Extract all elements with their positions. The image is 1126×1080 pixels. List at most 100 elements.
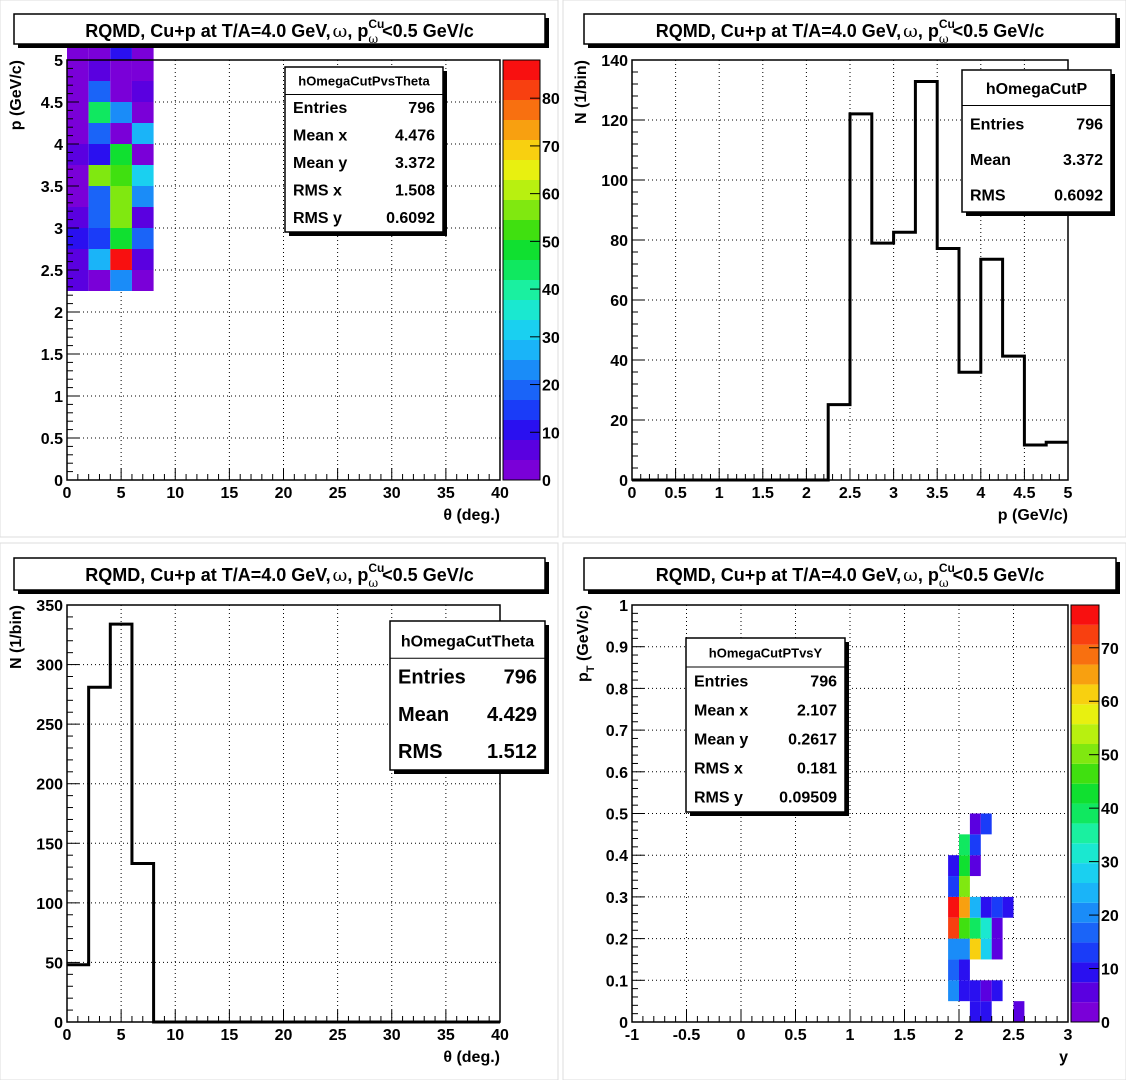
heatmap-cell: [969, 813, 981, 835]
color-scale-band: [1071, 605, 1099, 625]
color-scale-band: [503, 460, 540, 480]
x-tick-label: 1.5: [893, 1027, 915, 1044]
color-scale-band: [503, 260, 540, 280]
stats-label: Mean x: [293, 128, 347, 145]
panel-top-right: 0 0.5 1 1.5 2 2.5 3 3.5 4 4.5 5 0 20 40 60 80 100 120 140 p…: [562, 0, 1126, 538]
heatmap-cell: [969, 980, 981, 1002]
y-tick-label: 40: [610, 353, 628, 370]
chart-title: RQMD, Cu+p at T/A=4.0 GeV, ω, pCu ω <0.5 Ge…: [656, 17, 1044, 46]
heatmap-cell: [88, 144, 111, 165]
stats-value: 796: [1076, 117, 1103, 134]
y-tick-label: 300: [36, 658, 63, 675]
y-tick-label: 0.3: [606, 890, 628, 907]
stats-box: hOmegaCutP Entries 796 Mean 3.372 RMS 0.6092: [961, 69, 1115, 216]
panel-top-left: 0 5 10 15 20 25 30 35 40 0 0.5 1 1.5 2 2.5 3 3.5 4 4.5 5 θ (…: [0, 0, 560, 538]
heatmap-cell: [969, 834, 981, 856]
y-tick-label: 0.5: [41, 431, 63, 448]
x-tick-label: 30: [383, 485, 401, 502]
heatmap-cell: [110, 60, 132, 81]
heatmap-cell: [67, 81, 89, 102]
y-tick-label: 3.5: [41, 179, 63, 196]
heatmap-cell: [110, 81, 132, 102]
color-scale-band: [503, 200, 540, 220]
axes: 0 0.5 1 1.5 2 2.5 3 3.5 4 4.5 5 0 20 40 60 80 100 120 140: [601, 53, 1072, 502]
color-scale-label: 20: [1101, 908, 1119, 925]
y-tick-label: 200: [36, 777, 63, 794]
y-axis-title: p (GeV/c): [8, 60, 25, 130]
color-scale-band: [1071, 982, 1099, 1003]
color-scale-band: [503, 160, 540, 180]
heatmap-cell: [67, 228, 89, 249]
stats-box: hOmegaCutTheta Entries 796 Mean 4.429 RMS 1.51…: [389, 620, 549, 774]
heatmap-cell: [948, 876, 959, 897]
color-scale-label: 80: [542, 91, 560, 108]
y-tick-label: 100: [601, 173, 628, 190]
y-tick-label: 60: [610, 293, 628, 310]
heatmap-cell: [67, 165, 89, 186]
chart-title-box: RQMD, Cu+p at T/A=4.0 GeV, ω, pCu ω <0.5 Ge…: [13, 13, 549, 48]
color-scale-label: 10: [542, 425, 560, 442]
stats-box: hOmegaCutPTvsY Entries 796 Mean x 2.107 Mean …: [685, 637, 849, 816]
heatmap-cell: [131, 60, 154, 81]
x-axis-title: θ (deg.): [443, 507, 500, 524]
y-tick-label: 0.1: [606, 973, 628, 990]
color-scale-band: [503, 300, 540, 320]
stats-label: Mean x: [694, 703, 748, 720]
color-scale-band: [503, 240, 540, 260]
stats-value: 1.512: [487, 741, 537, 763]
heatmap-cell: [67, 207, 89, 228]
y-tick-label: 1: [619, 598, 628, 615]
stats-frame: [389, 620, 546, 771]
y-tick-label: 4: [54, 137, 63, 154]
heatmap-cell: [131, 186, 154, 207]
x-tick-label: 10: [166, 1027, 184, 1044]
x-tick-label: 2: [955, 1027, 964, 1044]
color-scale-label: 50: [542, 234, 560, 251]
x-tick-label: 5: [117, 485, 126, 502]
x-tick-label: 0: [737, 1027, 746, 1044]
color-scale-band: [503, 100, 540, 120]
color-scale-band: [503, 440, 540, 460]
panel-bottom-right: -1 -0.5 0 0.5 1 1.5 2 2.5 300.10.20.30.40.50.60.…: [562, 542, 1126, 1080]
heatmap-cell: [959, 834, 970, 856]
heatmap-cell: [88, 270, 111, 291]
stats-label: Mean: [970, 152, 1011, 169]
heatmap-cell: [948, 917, 959, 939]
color-scale-label: 70: [1101, 641, 1119, 658]
color-scale-band: [1071, 922, 1099, 943]
heatmap-cell: [980, 813, 992, 835]
stats-value: 0.2617: [788, 732, 837, 749]
stats-box: hOmegaCutPvsTheta Entries 796 Mean x 4.476 Me…: [284, 66, 447, 236]
y-tick-label: 5: [54, 53, 63, 70]
title-frame: [13, 557, 546, 591]
chart-title: RQMD, Cu+p at T/A=4.0 GeV, ω, pCu ω <0.5 Ge…: [656, 561, 1044, 590]
color-scale-band: [1071, 744, 1099, 764]
x-tick-label: 0: [63, 485, 72, 502]
color-scale-band: [1071, 783, 1099, 804]
heatmap-cell: [991, 896, 1003, 918]
color-scale-label: 0: [542, 473, 551, 490]
stats-label: Mean y: [694, 732, 748, 749]
y-tick-label: 100: [36, 896, 63, 913]
x-tick-label: 5: [117, 1027, 126, 1044]
x-tick-label: 4.5: [1013, 485, 1035, 502]
heatmap-cell: [88, 207, 111, 228]
stats-value: 796: [408, 100, 435, 117]
x-tick-label: 25: [329, 1027, 347, 1044]
color-scale-band: [1071, 624, 1099, 645]
heatmap-cell: [948, 980, 959, 1002]
x-tick-label: 35: [437, 1027, 455, 1044]
heatmap-cell: [131, 228, 154, 249]
heatmap-cell: [88, 228, 111, 249]
color-scale-band: [503, 360, 540, 380]
heatmap-cell: [948, 959, 959, 981]
heatmap-cell: [110, 144, 132, 165]
color-scale-band: [1071, 843, 1099, 864]
heatmap-cell: [110, 186, 132, 207]
title-frame: [583, 13, 1117, 45]
y-tick-label: 80: [610, 233, 628, 250]
y-tick-label: 0.7: [606, 723, 628, 740]
heatmap-cell: [969, 896, 981, 918]
stats-label: RMS y: [694, 790, 743, 807]
heatmap-cell: [88, 249, 111, 270]
